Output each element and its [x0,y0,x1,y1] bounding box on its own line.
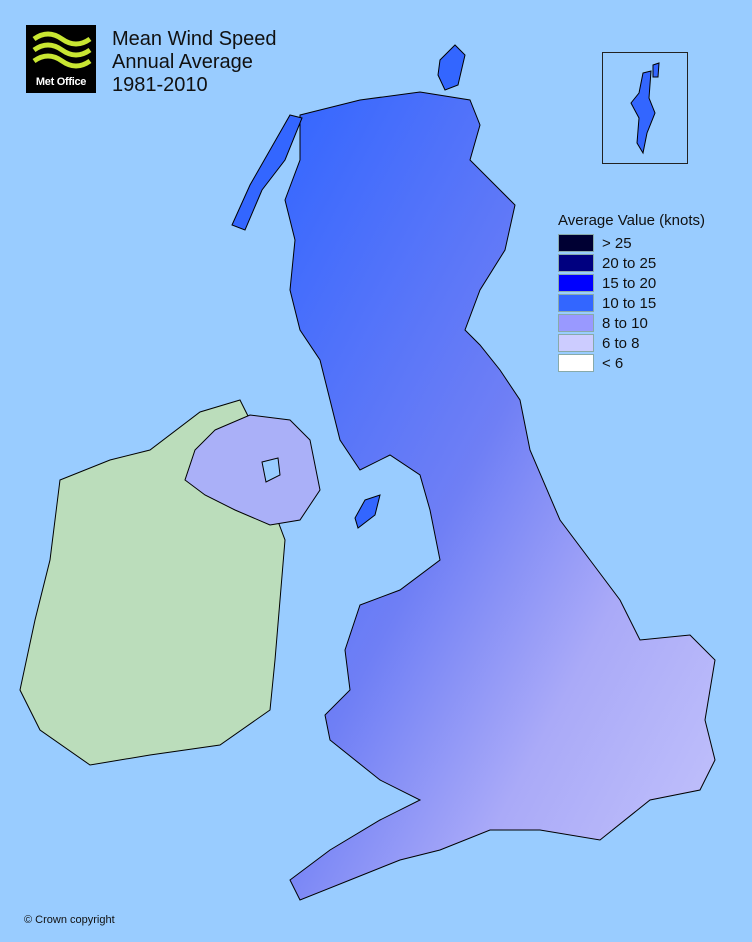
legend-item: > 25 [558,233,705,253]
shetland-map [630,62,660,155]
legend-swatch [558,234,594,252]
logo-text: Met Office [35,76,87,88]
western-isles [231,114,303,231]
legend-item: 15 to 20 [558,273,705,293]
legend-item: 10 to 15 [558,293,705,313]
shetland-inset [602,52,688,164]
met-office-logo: Met Office [26,25,96,93]
legend-label: 8 to 10 [602,314,648,332]
legend-label: 20 to 25 [602,254,657,272]
legend-swatch [558,254,594,272]
lough-neagh [261,457,281,483]
title-line-2: Annual Average [112,51,253,73]
legend-swatch [558,314,594,332]
legend-item: 6 to 8 [558,333,705,353]
legend-swatch [558,354,594,372]
legend-label: < 6 [602,354,624,372]
orkney [437,44,466,91]
legend-title: Average Value (knots) [558,212,706,229]
legend: Average Value (knots) > 25 20 to 25 15 to … [558,212,705,373]
title-line-3: 1981-2010 [112,74,208,96]
legend-swatch [558,274,594,292]
legend-label: > 25 [602,234,632,252]
legend-item: 8 to 10 [558,313,705,333]
legend-item: 20 to 25 [558,253,705,273]
legend-label: 10 to 15 [602,294,657,312]
legend-label: 6 to 8 [602,334,640,352]
copyright: © Crown copyright [24,914,115,926]
legend-swatch [558,294,594,312]
title-line-1: Mean Wind Speed [112,28,277,50]
great-britain [284,91,716,901]
waves-icon [32,31,92,69]
map-title: Mean Wind Speed Annual Average 1981-2010 [112,28,277,97]
isle-of-man [354,494,381,529]
northern-ireland [184,414,321,526]
legend-label: 15 to 20 [602,274,657,292]
legend-item: < 6 [558,353,705,373]
legend-swatch [558,334,594,352]
